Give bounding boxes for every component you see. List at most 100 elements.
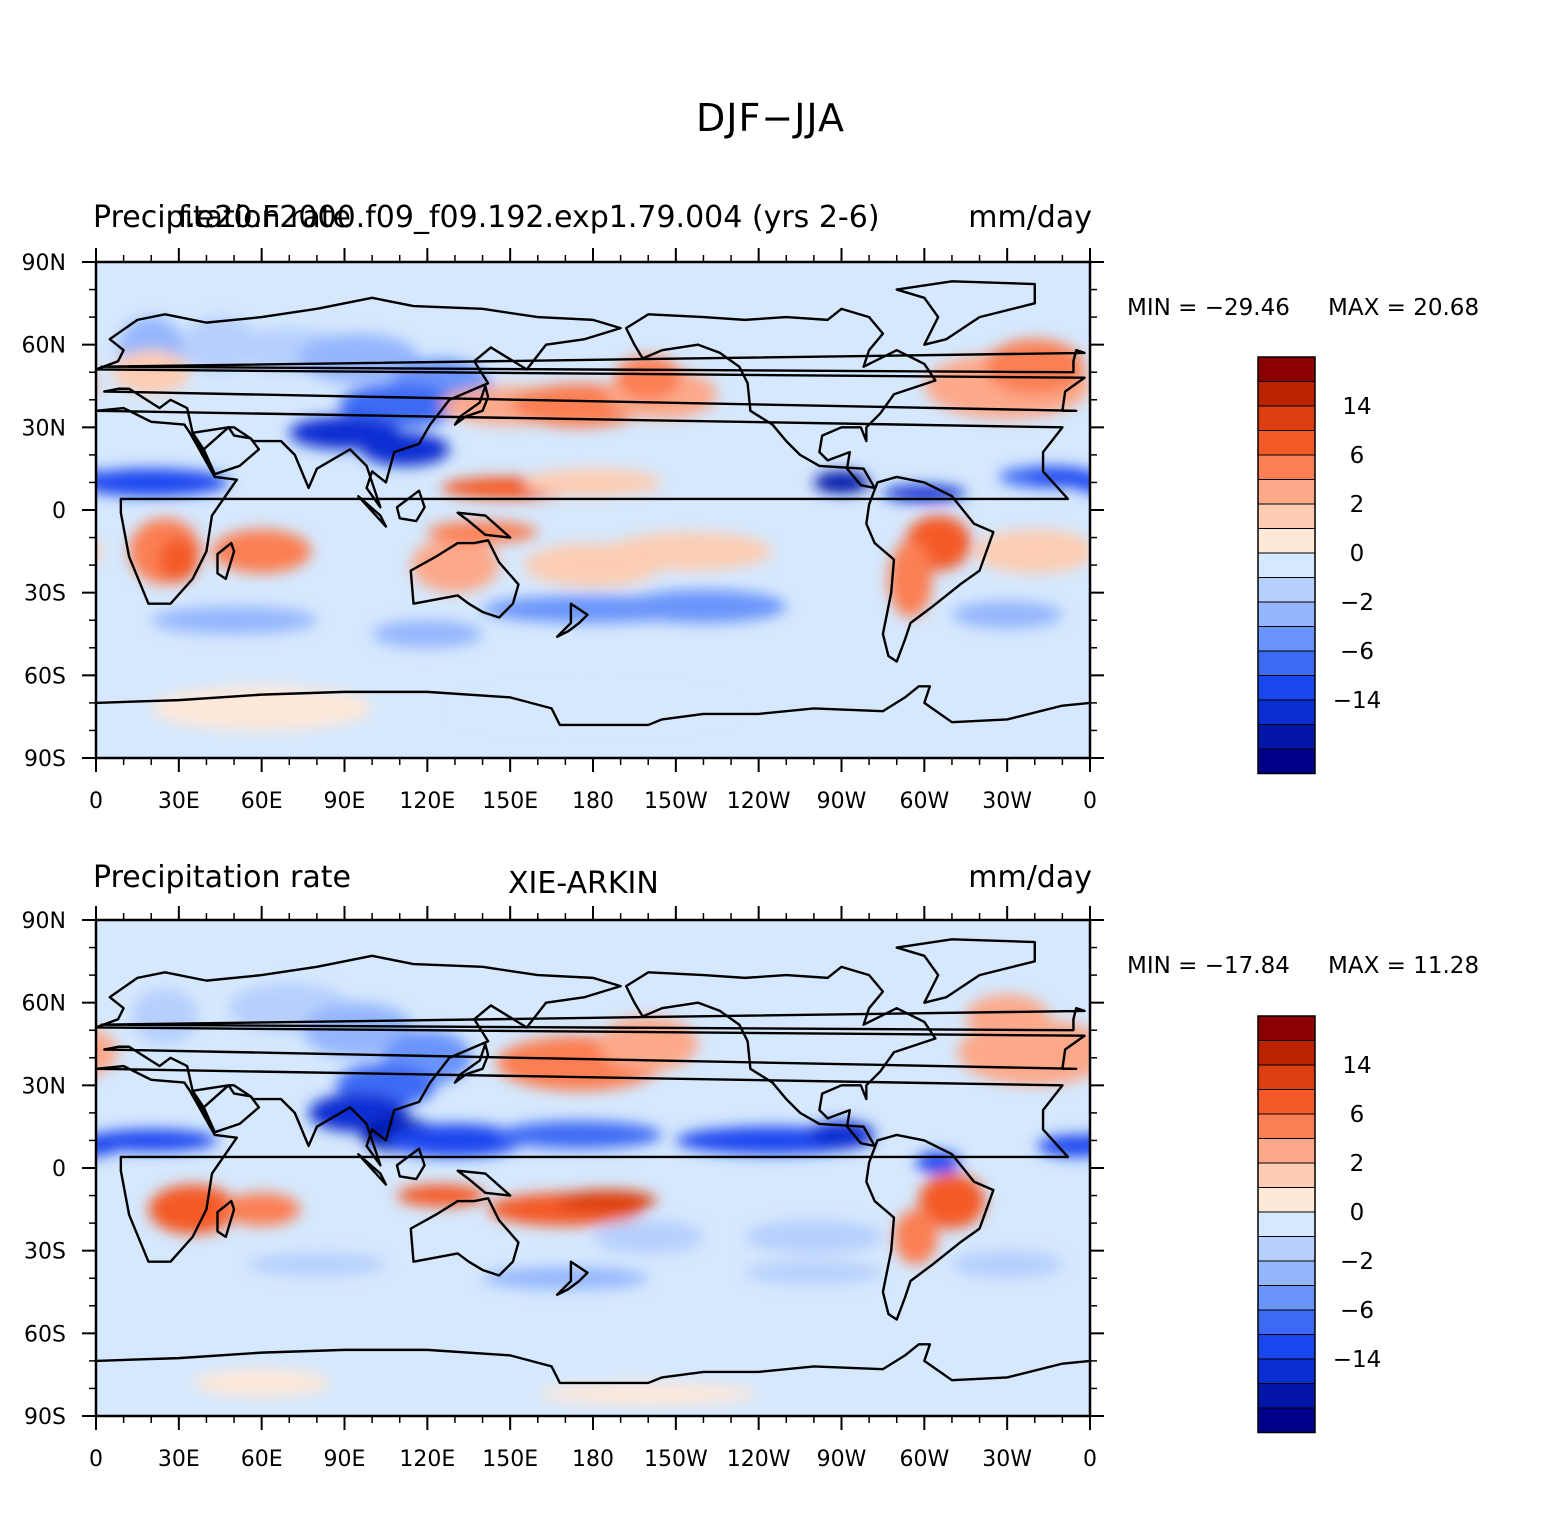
colorbar-label: 2 [1350,1151,1365,1177]
colorbar-box [1257,479,1316,505]
precip-anomaly [888,540,933,618]
bottom-max-label: MAX = 11.28 [1328,953,1480,979]
coastline [453,1042,490,1084]
precip-anomaly [918,1173,986,1229]
precip-field [0,262,1253,758]
x-tick-label: 90W [817,789,867,814]
precip-anomaly [211,529,312,574]
x-tick-label: 30E [158,1447,200,1472]
y-tick-label: 60S [24,1322,66,1347]
coastline [624,307,937,490]
coastline [96,1064,1070,1263]
coastline [357,495,388,528]
colorbar-box [1257,699,1316,725]
coastlines [96,280,1090,727]
colorbar-box [1257,1040,1316,1066]
top-min-label: MIN = −29.46 [1127,295,1290,321]
colorbar-label: −6 [1340,1298,1374,1324]
x-tick-label: 180 [572,789,614,814]
coastline [456,511,512,539]
y-tick-label: 90S [24,1405,66,1430]
precip-anomaly [893,1209,939,1265]
y-tick-label: 90N [22,251,66,276]
x-tick-label: 0 [1083,789,1097,814]
precip-anomaly [148,1184,237,1235]
bottom-map-panel: 0 30E 60E 90E 120E 150E 180 150W 120W 90W 60W 30W 09… [22,906,1381,1472]
x-tick-label: 30E [158,789,200,814]
colorbar-label: 14 [1342,394,1371,420]
colorbar-box [1257,405,1316,431]
coastline [357,1153,388,1186]
colorbar: 14 6 2 0 −2 −6 −14 [1257,1015,1381,1434]
colorbar-box [1257,1064,1316,1090]
precip-anomaly [1107,350,1184,394]
x-tick-label: 120E [399,1447,455,1472]
y-tick-label: 90S [24,747,66,772]
colorbar-box [1257,454,1316,480]
coastline [409,1197,520,1277]
x-tick-label: 60E [241,1447,283,1472]
colorbar-box [1257,1358,1316,1384]
precip-anomaly [744,1220,883,1254]
precip-anomaly [0,353,96,419]
coastline [624,965,937,1148]
colorbar-box [1257,1383,1316,1409]
colorbar-label: −14 [1333,688,1382,714]
precip-anomaly [1112,317,1178,383]
colorbar-label: 6 [1350,443,1365,469]
y-tick-label: 60N [22,334,66,359]
precip-anomaly [1037,1134,1090,1157]
coastline [555,1260,589,1296]
y-tick-label: 60N [22,992,66,1017]
x-tick-label: 60E [241,789,283,814]
colorbar-label: −2 [1340,590,1374,616]
colorbar-box [1257,381,1316,407]
precip-anomaly [223,1192,301,1226]
precip-anomaly [159,537,199,582]
colorbar-box [1257,1089,1316,1115]
x-tick-label: 150W [644,789,708,814]
coastline [96,406,1070,605]
coastline [395,489,426,523]
figure-title: DJF−JJA [696,96,845,140]
precip-anomaly [1123,518,1195,584]
x-tick-label: 90E [324,789,366,814]
colorbar-box [1257,1236,1316,1262]
precip-anomaly [482,1267,649,1290]
coastline [100,1006,1086,1032]
x-tick-label: 120W [727,789,791,814]
precip-anomaly [808,1121,875,1149]
colorbar-box [1257,626,1316,652]
y-tick-label: 30N [22,1074,66,1099]
precip-anomaly [813,471,870,494]
precip-anomaly [951,600,1063,629]
precip-anomaly-layer [0,317,1253,731]
top-units: mm/day [968,200,1092,235]
coastline [895,280,1036,346]
colorbar-box [1257,356,1316,382]
colorbar-box [1257,1309,1316,1335]
precip-anomaly [1176,317,1253,372]
bottom-center-title: XIE-ARKIN [508,866,659,901]
colorbar-label: 0 [1350,541,1365,567]
x-tick-label: 30W [982,1447,1032,1472]
x-tick-label: 150E [482,789,538,814]
bottom-left-title: Precipitation rate [93,860,351,895]
colorbar-box [1257,430,1316,456]
colorbar-box [1257,650,1316,676]
coastline [865,475,995,663]
colorbar-box [1257,1260,1316,1286]
colorbar-box [1257,748,1316,774]
precip-anomaly [537,1382,759,1405]
precip-anomaly [372,620,483,648]
precip-anomaly [1078,1134,1090,1147]
colorbar-label: 14 [1342,1053,1371,1079]
precip-anomaly [96,1029,119,1076]
precip-anomaly [598,1016,698,1072]
precip-anomaly [615,355,682,400]
colorbar: 14 6 2 0 −2 −6 −14 [1257,356,1382,775]
coastline [456,1169,512,1197]
precip-anomaly [1029,468,1090,486]
top-max-label: MAX = 20.68 [1328,295,1480,321]
